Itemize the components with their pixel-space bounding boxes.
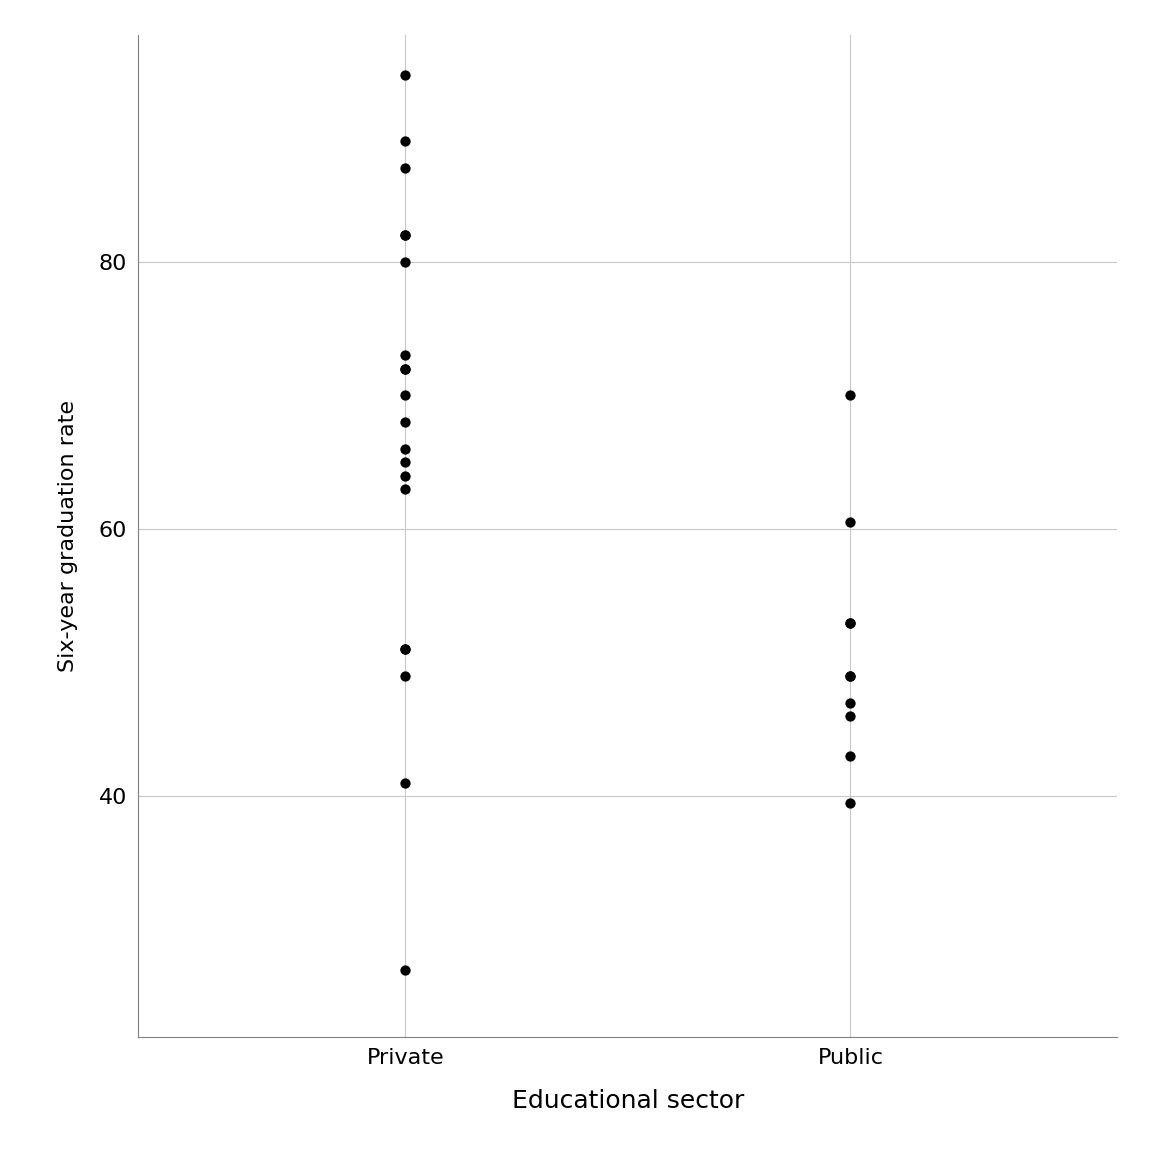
Point (396, 440, 415, 458)
X-axis label: Educational sector: Educational sector (511, 1089, 744, 1113)
Point (841, 613, 859, 631)
Point (396, 412, 415, 431)
Point (396, 226, 415, 244)
Point (841, 386, 859, 404)
Point (841, 794, 859, 812)
Point (396, 346, 415, 364)
Point (841, 667, 859, 685)
Point (396, 774, 415, 793)
Point (396, 66, 415, 84)
Y-axis label: Six-year graduation rate: Six-year graduation rate (58, 400, 78, 672)
Point (841, 613, 859, 631)
Point (396, 252, 415, 271)
Point (396, 467, 415, 485)
Point (841, 707, 859, 726)
Point (841, 694, 859, 712)
Point (396, 641, 415, 659)
Point (396, 359, 415, 378)
Point (396, 667, 415, 685)
Point (396, 386, 415, 404)
Point (396, 961, 415, 979)
Point (396, 159, 415, 177)
Point (396, 359, 415, 378)
Point (396, 132, 415, 151)
Point (396, 479, 415, 498)
Point (841, 513, 859, 531)
Point (396, 453, 415, 471)
Point (396, 226, 415, 244)
Point (841, 667, 859, 685)
Point (841, 746, 859, 765)
Point (396, 641, 415, 659)
